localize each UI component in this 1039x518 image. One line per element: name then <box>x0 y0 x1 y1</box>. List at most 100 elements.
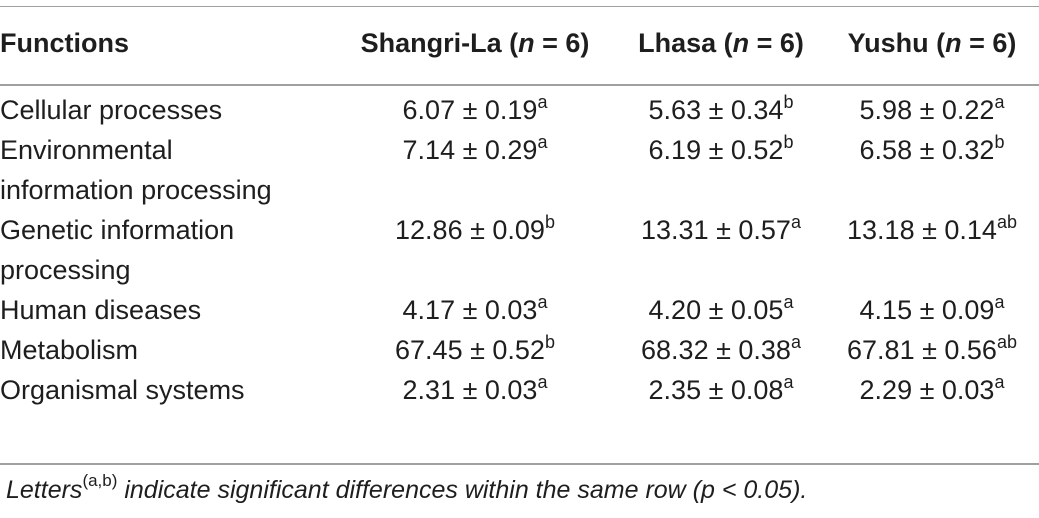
lhasa-value: 68.32 ± 0.38a <box>617 330 825 370</box>
footnote-superscript: (a,b) <box>82 471 118 490</box>
significance-letter: ab <box>996 212 1017 232</box>
value-text: 67.45 ± 0.52 <box>395 335 545 365</box>
value-text: 4.20 ± 0.05 <box>648 295 784 325</box>
function-name-line: processing <box>0 255 131 285</box>
significance-letter: a <box>783 292 794 312</box>
shangrila-value: 4.17 ± 0.03a <box>333 290 617 330</box>
value-text: 13.31 ± 0.57 <box>641 215 791 245</box>
yushu-value: 13.18 ± 0.14ab <box>825 210 1039 290</box>
table-row: Environmental information processing 7.14… <box>0 130 1039 210</box>
function-name-line: Cellular processes <box>0 95 223 125</box>
significance-letter: b <box>783 132 794 152</box>
header-shangrila-name: Shangri-La <box>360 28 502 58</box>
shangrila-value: 6.07 ± 0.19a <box>333 84 617 130</box>
value-text: 2.31 ± 0.03 <box>402 375 538 405</box>
value-text: 2.29 ± 0.03 <box>859 375 995 405</box>
significance-letter: a <box>783 372 794 392</box>
yushu-value: 6.58 ± 0.32b <box>825 130 1039 210</box>
header-shangrila: Shangri-La (n = 6) <box>333 8 617 84</box>
significance-letter: b <box>994 132 1005 152</box>
significance-letter: b <box>544 332 555 352</box>
value-text: 68.32 ± 0.38 <box>641 335 791 365</box>
shangrila-value: 2.31 ± 0.03a <box>333 370 617 410</box>
function-name-line: Organismal systems <box>0 375 245 405</box>
value-text: 67.81 ± 0.56 <box>847 335 997 365</box>
value-text: 12.86 ± 0.09 <box>395 215 545 245</box>
value-text: 6.58 ± 0.32 <box>859 135 995 165</box>
yushu-value: 4.15 ± 0.09a <box>825 290 1039 330</box>
function-name-line: Genetic information <box>0 215 235 245</box>
footnote-text: indicate significant differences within … <box>117 476 808 504</box>
significance-letter: a <box>790 212 801 232</box>
significance-letter: b <box>544 212 555 232</box>
significance-letter: a <box>537 372 548 392</box>
significance-letter: a <box>994 372 1005 392</box>
value-text: 5.63 ± 0.34 <box>648 95 784 125</box>
table-footnote: Letters(a,b) indicate significant differ… <box>6 472 808 505</box>
header-functions: Functions <box>0 28 129 58</box>
function-name: Metabolism <box>0 330 333 370</box>
function-name: Organismal systems <box>0 370 333 410</box>
value-text: 2.35 ± 0.08 <box>648 375 784 405</box>
header-yushu: Yushu (n = 6) <box>825 8 1039 84</box>
shangrila-value: 12.86 ± 0.09b <box>333 210 617 290</box>
value-text: 4.15 ± 0.09 <box>859 295 995 325</box>
header-yushu-name: Yushu <box>847 28 929 58</box>
value-text: 7.14 ± 0.29 <box>402 135 538 165</box>
significance-letter: b <box>783 92 794 112</box>
header-lhasa-name: Lhasa <box>638 28 717 58</box>
footnote-word: Letters <box>6 476 83 504</box>
function-name-line: information processing <box>0 175 272 205</box>
n-symbol: n <box>732 28 750 58</box>
value-text: 5.98 ± 0.22 <box>859 95 995 125</box>
lhasa-value: 5.63 ± 0.34b <box>617 84 825 130</box>
significance-letter: a <box>790 332 801 352</box>
lhasa-value: 6.19 ± 0.52b <box>617 130 825 210</box>
function-name-line: Metabolism <box>0 335 139 365</box>
significance-letter: a <box>537 292 548 312</box>
function-name: Human diseases <box>0 290 333 330</box>
table-bottom-rule <box>0 463 1039 465</box>
n-open: ( <box>936 28 946 58</box>
n-open: ( <box>723 28 733 58</box>
significance-letter: a <box>537 92 548 112</box>
yushu-value: 67.81 ± 0.56ab <box>825 330 1039 370</box>
function-name: Genetic information processing <box>0 210 333 290</box>
table-row: Metabolism 67.45 ± 0.52b 68.32 ± 0.38a 6… <box>0 330 1039 370</box>
n-equals: = 6) <box>534 28 590 58</box>
shangrila-value: 67.45 ± 0.52b <box>333 330 617 370</box>
significance-letter: a <box>994 292 1005 312</box>
table-row: Genetic information processing 12.86 ± 0.… <box>0 210 1039 290</box>
value-text: 4.17 ± 0.03 <box>402 295 538 325</box>
value-text: 6.07 ± 0.19 <box>402 95 538 125</box>
significance-letter: ab <box>996 332 1017 352</box>
table-header-row: Functions Shangri-La (n = 6) Lhasa (n = … <box>0 8 1039 84</box>
lhasa-value: 4.20 ± 0.05a <box>617 290 825 330</box>
function-name-line: Environmental <box>0 135 173 165</box>
function-name: Cellular processes <box>0 84 333 130</box>
table-top-rule <box>0 6 1039 7</box>
functions-table: Functions Shangri-La (n = 6) Lhasa (n = … <box>0 8 1039 410</box>
table-row: Cellular processes 6.07 ± 0.19a 5.63 ± 0… <box>0 84 1039 130</box>
table-row: Human diseases 4.17 ± 0.03a 4.20 ± 0.05a… <box>0 290 1039 330</box>
value-text: 13.18 ± 0.14 <box>847 215 997 245</box>
n-equals: = 6) <box>749 28 804 58</box>
n-equals: = 6) <box>961 28 1017 58</box>
lhasa-value: 13.31 ± 0.57a <box>617 210 825 290</box>
n-open: ( <box>509 28 519 58</box>
shangrila-value: 7.14 ± 0.29a <box>333 130 617 210</box>
header-lhasa: Lhasa (n = 6) <box>617 8 825 84</box>
significance-letter: a <box>537 132 548 152</box>
n-symbol: n <box>945 28 962 58</box>
function-name-line: Human diseases <box>0 295 202 325</box>
table-header-rule <box>0 84 1039 86</box>
value-text: 6.19 ± 0.52 <box>648 135 784 165</box>
function-name: Environmental information processing <box>0 130 333 210</box>
n-symbol: n <box>518 28 535 58</box>
yushu-value: 2.29 ± 0.03a <box>825 370 1039 410</box>
table-row: Organismal systems 2.31 ± 0.03a 2.35 ± 0… <box>0 370 1039 410</box>
lhasa-value: 2.35 ± 0.08a <box>617 370 825 410</box>
yushu-value: 5.98 ± 0.22a <box>825 84 1039 130</box>
significance-letter: a <box>994 92 1005 112</box>
table-body: Cellular processes 6.07 ± 0.19a 5.63 ± 0… <box>0 84 1039 410</box>
